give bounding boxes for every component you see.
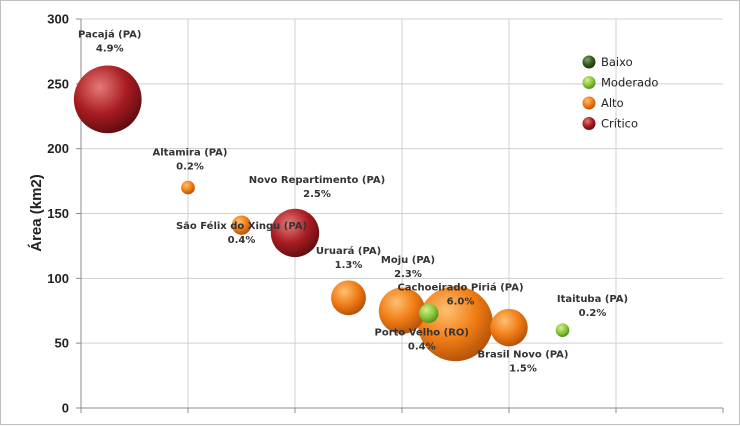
bubble-label-porto-velho-ro: Porto Velho (RO) xyxy=(375,327,469,338)
y-tick-label: 150 xyxy=(47,206,69,221)
legend-label-3: Crítico xyxy=(601,117,638,131)
legend-marker-1 xyxy=(582,76,596,89)
bubble-pct-pacaja-pa: 4.9% xyxy=(96,43,124,54)
bubble-label-novo-repartimento-pa: Novo Repartimento (PA) xyxy=(249,175,385,186)
bubble-label-pacaja-pa: Pacajá (PA) xyxy=(78,28,141,40)
bubble-labels: Pacajá (PA) 4.9% Altamira (PA) 0.2% São Féli… xyxy=(78,28,628,374)
legend-marker-0 xyxy=(582,55,596,69)
y-axis-label: Área (km2) xyxy=(28,174,45,252)
bubble-altamira-pa xyxy=(181,180,195,195)
y-tick-label: 0 xyxy=(62,401,69,416)
bubble-pct-moju-pa: 2.3% xyxy=(394,269,422,280)
y-tick-label: 50 xyxy=(55,336,69,351)
legend-label-2: Alto xyxy=(601,96,624,110)
bubble-pct-altamira-pa: 0.2% xyxy=(176,162,204,173)
bubble-pct-brasil-novo-pa: 1.5% xyxy=(509,364,537,375)
legend-label-0: Baixo xyxy=(601,55,633,69)
bubble-pct-uruara-pa: 1.3% xyxy=(335,260,363,271)
bubble-label-altamira-pa: Altamira (PA) xyxy=(153,148,228,159)
bubble-sao-felix-do-xingu-pa xyxy=(231,215,252,235)
bubble-itaituba-pa xyxy=(555,323,570,338)
bubble-moju-pa xyxy=(378,287,426,334)
bubble-porto-velho-ro xyxy=(419,303,439,324)
bubble-label-uruara-pa: Uruará (PA) xyxy=(316,245,381,257)
bubble-cachoeirado-piria-pa xyxy=(418,286,493,362)
bubble-pct-porto-velho-ro: 0.4% xyxy=(408,341,436,352)
legend-marker-3 xyxy=(582,117,596,130)
bubble-pct-sao-felix-do-xingu-pa: 0.4% xyxy=(228,235,256,246)
legend-marker-2 xyxy=(582,96,596,110)
bubble-pct-itaituba-pa: 0.2% xyxy=(579,308,607,319)
bubble-pct-novo-repartimento-pa: 2.5% xyxy=(303,189,331,200)
y-tick-label: 300 xyxy=(47,12,69,27)
bubble-label-itaituba-pa: Itaituba (PA) xyxy=(557,294,628,305)
bubble-brasil-novo-pa xyxy=(490,308,528,347)
bubble-pacaja-pa xyxy=(73,65,142,134)
bubbles xyxy=(73,65,570,362)
legend: Baixo Moderado Alto Crítico xyxy=(582,55,658,131)
bubble-label-sao-felix-do-xingu-pa: São Félix do Xingu (PA) xyxy=(176,220,307,232)
bubble-pct-cachoeirado-piria-pa: 6.0% xyxy=(447,297,475,308)
bubble-label-cachoeirado-piria-pa: Cachoeirado Piriá (PA) xyxy=(397,282,523,294)
y-tick-label: 100 xyxy=(47,271,69,286)
bubble-uruara-pa xyxy=(331,280,366,316)
bubble-label-brasil-novo-pa: Brasil Novo (PA) xyxy=(478,350,569,361)
legend-label-1: Moderado xyxy=(601,76,658,90)
y-tick-labels: 0 50 100 150 200 250 300 xyxy=(47,12,69,416)
y-tick-label: 250 xyxy=(47,76,69,91)
bubble-novo-repartimento-pa xyxy=(270,208,320,258)
bubble-label-moju-pa: Moju (PA) xyxy=(381,255,435,266)
y-tick-label: 200 xyxy=(47,141,69,156)
